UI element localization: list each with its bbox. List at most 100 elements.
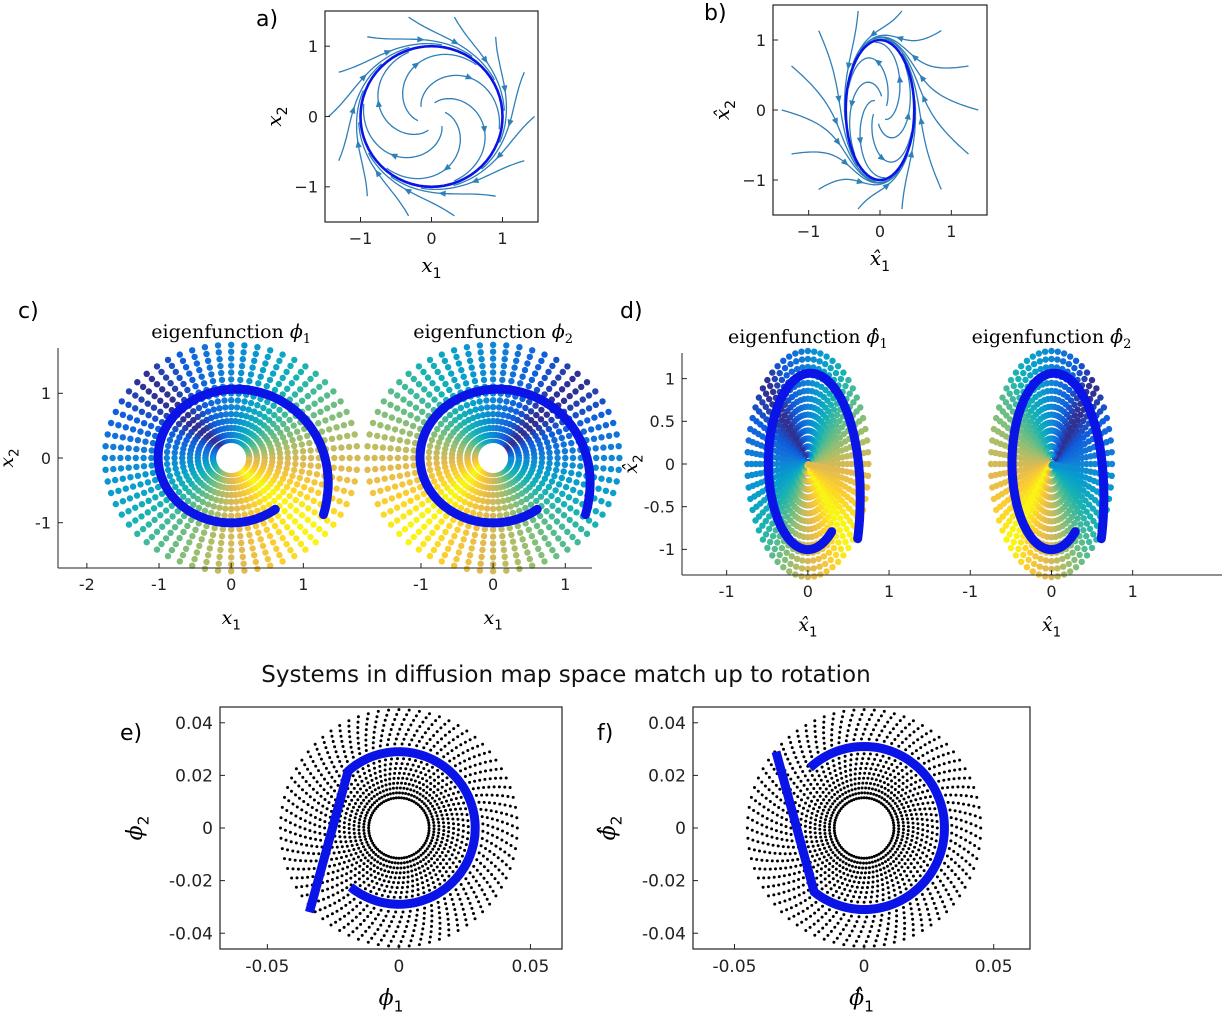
data-point bbox=[152, 494, 159, 501]
data-point bbox=[458, 897, 462, 901]
data-point bbox=[440, 851, 444, 854]
data-point bbox=[340, 874, 344, 878]
data-point bbox=[470, 371, 477, 378]
data-point bbox=[402, 718, 406, 721]
data-point bbox=[339, 840, 343, 844]
data-point bbox=[301, 483, 308, 491]
data-point bbox=[303, 494, 311, 501]
data-point bbox=[401, 525, 409, 533]
data-point bbox=[345, 465, 353, 473]
data-point bbox=[171, 460, 178, 467]
data-point bbox=[399, 861, 403, 865]
data-point bbox=[283, 444, 290, 451]
data-point bbox=[259, 366, 267, 374]
streamline-arrow bbox=[451, 38, 459, 45]
data-point bbox=[414, 494, 421, 501]
data-point bbox=[198, 536, 205, 543]
data-point bbox=[442, 380, 449, 388]
data-point bbox=[555, 535, 562, 542]
data-point bbox=[499, 539, 507, 547]
data-point bbox=[995, 517, 1003, 524]
data-point bbox=[1054, 573, 1062, 580]
data-point bbox=[296, 474, 303, 482]
data-point bbox=[101, 454, 109, 462]
data-point bbox=[279, 374, 286, 382]
data-point bbox=[336, 891, 340, 895]
data-point bbox=[433, 784, 436, 788]
data-point bbox=[477, 560, 484, 567]
data-point bbox=[452, 792, 455, 796]
data-point bbox=[206, 364, 213, 371]
data-point bbox=[420, 368, 427, 376]
data-point bbox=[264, 555, 271, 563]
data-point bbox=[436, 768, 440, 772]
data-point bbox=[409, 864, 413, 868]
data-point bbox=[518, 498, 525, 506]
data-point bbox=[538, 551, 545, 559]
data-point bbox=[276, 357, 283, 365]
data-point bbox=[470, 494, 477, 502]
data-point bbox=[319, 784, 322, 788]
data-point bbox=[415, 790, 419, 794]
data-point bbox=[533, 522, 541, 530]
data-point bbox=[452, 501, 459, 508]
data-point bbox=[607, 443, 615, 451]
data-point bbox=[377, 422, 384, 429]
data-point bbox=[167, 380, 174, 387]
data-point bbox=[440, 785, 444, 789]
data-point bbox=[330, 885, 334, 889]
data-point bbox=[265, 501, 273, 508]
data-point bbox=[400, 722, 404, 726]
data-point bbox=[433, 778, 436, 782]
data-point bbox=[171, 454, 178, 462]
data-point bbox=[408, 859, 412, 863]
data-point bbox=[554, 496, 561, 504]
data-point bbox=[470, 509, 477, 517]
data-point bbox=[430, 765, 434, 769]
data-point bbox=[184, 497, 192, 505]
data-point bbox=[305, 843, 309, 847]
data-point bbox=[502, 560, 509, 567]
data-point bbox=[1012, 552, 1020, 559]
data-point bbox=[368, 846, 372, 850]
streamline-arrow bbox=[869, 29, 878, 38]
data-point bbox=[387, 708, 391, 712]
data-point bbox=[424, 716, 428, 720]
data-point bbox=[472, 406, 479, 413]
data-point bbox=[552, 422, 559, 429]
data-point bbox=[195, 520, 202, 527]
data-point bbox=[319, 811, 323, 815]
data-point bbox=[424, 804, 428, 808]
data-point bbox=[228, 369, 235, 376]
data-point bbox=[435, 858, 439, 862]
data-point bbox=[583, 530, 591, 537]
data-point bbox=[304, 811, 308, 815]
data-point bbox=[216, 504, 223, 511]
data-point bbox=[387, 401, 394, 408]
data-point bbox=[424, 402, 432, 409]
data-point bbox=[251, 501, 258, 508]
data-point bbox=[408, 909, 412, 913]
data-point bbox=[180, 528, 187, 536]
streamline-arrow bbox=[465, 73, 473, 80]
data-point bbox=[383, 718, 387, 722]
data-point bbox=[388, 733, 392, 737]
data-point bbox=[826, 390, 833, 397]
data-point bbox=[470, 906, 474, 910]
data-point bbox=[215, 560, 222, 567]
data-point bbox=[439, 726, 443, 730]
data-point bbox=[351, 930, 355, 934]
data-point bbox=[988, 449, 995, 456]
data-point bbox=[449, 780, 453, 784]
data-point bbox=[445, 783, 449, 787]
data-point bbox=[308, 486, 315, 494]
data-point bbox=[550, 529, 557, 536]
data-point bbox=[401, 791, 405, 795]
data-point bbox=[1074, 544, 1081, 552]
data-point bbox=[857, 404, 864, 411]
data-point bbox=[336, 498, 343, 505]
data-point bbox=[362, 845, 365, 849]
data-point bbox=[438, 932, 442, 936]
data-point bbox=[157, 501, 164, 508]
data-point bbox=[153, 381, 161, 388]
